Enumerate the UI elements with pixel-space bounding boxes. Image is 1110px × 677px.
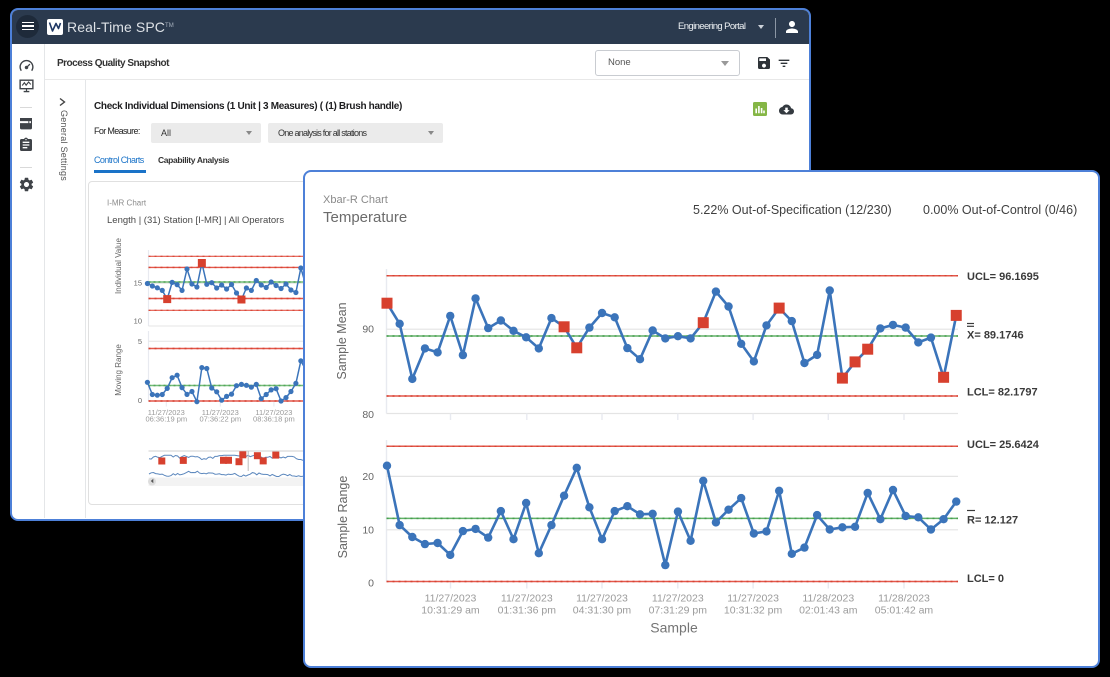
svg-text:Individual Value: Individual Value — [114, 238, 123, 294]
svg-text:04:31:30 pm: 04:31:30 pm — [573, 605, 632, 617]
svg-text:90: 90 — [362, 324, 374, 336]
svg-text:07:36:22 pm: 07:36:22 pm — [199, 415, 241, 424]
svg-text:06:36:19 pm: 06:36:19 pm — [145, 415, 187, 424]
svg-text:11/27/2023: 11/27/2023 — [501, 593, 553, 605]
svg-text:UCL= 25.6424: UCL= 25.6424 — [967, 439, 1040, 451]
svg-text:10:31:29 am: 10:31:29 am — [421, 605, 480, 617]
svg-text:LCL= 0: LCL= 0 — [967, 573, 1004, 585]
svg-text:11/27/2023: 11/27/2023 — [202, 408, 239, 417]
svg-text:01:31:36 pm: 01:31:36 pm — [498, 605, 557, 617]
svg-text:I-MR Chart: I-MR Chart — [107, 199, 147, 208]
svg-text:LCL= 82.1797: LCL= 82.1797 — [967, 387, 1038, 399]
svg-text:80: 80 — [362, 409, 374, 421]
svg-text:10: 10 — [362, 524, 374, 536]
svg-text:11/27/2023: 11/27/2023 — [255, 408, 292, 417]
svg-text:X= 89.1746: X= 89.1746 — [967, 330, 1024, 342]
svg-text:07:31:29 pm: 07:31:29 pm — [649, 605, 708, 617]
svg-text:11/28/2023: 11/28/2023 — [878, 593, 930, 605]
svg-text:UCL= 96.1695: UCL= 96.1695 — [967, 271, 1039, 283]
svg-text:10: 10 — [134, 317, 142, 326]
svg-text:Length | (31) Station [I-MR] |: Length | (31) Station [I-MR] | All Opera… — [107, 215, 284, 226]
svg-text:11/27/2023: 11/27/2023 — [576, 593, 628, 605]
svg-text:11/27/2023: 11/27/2023 — [652, 593, 704, 605]
svg-text:11/27/2023: 11/27/2023 — [425, 593, 477, 605]
svg-text:11/27/2023: 11/27/2023 — [148, 408, 185, 417]
svg-text:5: 5 — [138, 337, 142, 346]
svg-text:0: 0 — [138, 396, 142, 405]
svg-text:10:31:32 pm: 10:31:32 pm — [724, 605, 783, 617]
svg-text:02:01:43 am: 02:01:43 am — [799, 605, 858, 617]
svg-text:Moving Range: Moving Range — [114, 344, 123, 396]
svg-text:0: 0 — [368, 578, 374, 590]
svg-text:08:36:18 pm: 08:36:18 pm — [253, 415, 295, 424]
svg-text:Sample Mean: Sample Mean — [335, 302, 349, 379]
svg-text:05:01:42 am: 05:01:42 am — [875, 605, 934, 617]
svg-text:Sample Range: Sample Range — [336, 476, 350, 559]
svg-text:11/27/2023: 11/27/2023 — [727, 593, 779, 605]
svg-text:R= 12.127: R= 12.127 — [967, 515, 1018, 527]
svg-text:20: 20 — [362, 471, 374, 483]
svg-text:11/28/2023: 11/28/2023 — [802, 593, 854, 605]
svg-text:Sample: Sample — [650, 620, 698, 636]
svg-text:15: 15 — [134, 279, 142, 288]
